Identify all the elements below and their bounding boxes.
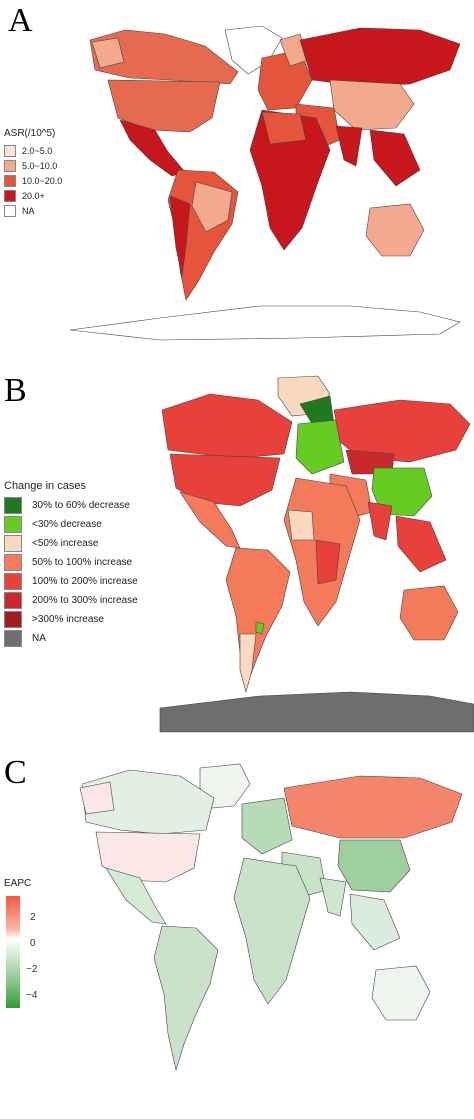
legend-label: NA — [22, 205, 35, 216]
legend-item: NA — [4, 203, 62, 218]
legend-item: >300% increase — [4, 610, 138, 629]
legend-item: 200% to 300% increase — [4, 591, 138, 610]
legend-item: 5.0~10.0 — [4, 158, 62, 173]
southeast-asia-shape — [349, 893, 401, 951]
world-map-eapc — [79, 763, 463, 1072]
canada-shape — [81, 769, 215, 835]
legend-label: <50% increase — [32, 538, 99, 549]
legend-title: ASR(/10^5) — [4, 128, 56, 139]
legend-label: 10.0~20.0 — [22, 175, 63, 186]
legend-title: EAPC — [4, 878, 32, 889]
india-shape — [367, 501, 393, 541]
legend-label: 20.0+ — [22, 190, 45, 201]
australia-shape — [371, 965, 431, 1021]
india-shape — [319, 877, 347, 917]
legend-swatch — [4, 611, 22, 628]
china-shape — [337, 839, 411, 893]
mexico-shape — [105, 867, 167, 925]
russia-shape — [333, 399, 471, 463]
canada-shape — [89, 29, 239, 85]
west-africa-shape — [287, 509, 315, 541]
legend-label: 2.0~5.0 — [22, 145, 53, 156]
brazil-shape — [191, 181, 233, 233]
russia-shape — [283, 775, 463, 839]
legend-swatch — [4, 573, 22, 590]
panel-c: C EAPC 2 0 −2 −4 — [0, 748, 474, 1119]
southeast-asia-shape — [395, 515, 447, 573]
central-africa-shape — [315, 539, 341, 585]
legend-label: >300% increase — [32, 614, 104, 625]
europe-shape — [295, 419, 345, 475]
legend-swatch — [4, 189, 16, 202]
uruguay-shape — [255, 621, 265, 635]
legend-label: 200% to 300% increase — [32, 595, 138, 606]
legend-swatch — [4, 554, 22, 571]
legend-label: 30% to 60% decrease — [32, 500, 130, 511]
andes-shape — [169, 195, 191, 277]
eapc-tick: 2 — [30, 912, 36, 923]
eapc-color-scale — [6, 896, 20, 1008]
panel-letter-c: C — [4, 754, 27, 791]
usa-shape — [95, 831, 201, 883]
australia-shape — [365, 203, 425, 257]
eapc-tick: −4 — [26, 990, 38, 1001]
alaska-shape — [79, 781, 115, 815]
alaska-shape — [91, 37, 125, 69]
legend-label: 100% to 200% increase — [32, 576, 138, 587]
legend-swatch — [4, 516, 22, 533]
china-shape — [329, 79, 415, 131]
panel-b: B Change in cases 30% to 60% decrease <3… — [0, 370, 474, 740]
legend-eapc: EAPC — [4, 878, 31, 893]
panel-letter-a: A — [8, 2, 33, 39]
legend-change: Change in cases 30% to 60% decrease <30%… — [4, 480, 138, 648]
china-shape — [371, 467, 433, 517]
south-america-shape — [225, 547, 291, 690]
panel-a: A ASR(/10^5) 2.0~5.0 5.0~10.0 — [0, 0, 474, 360]
antarctica-shape — [159, 691, 474, 733]
russia-shape — [299, 27, 461, 87]
southeast-asia-shape — [369, 129, 421, 187]
legend-swatch — [4, 174, 16, 187]
legend-swatch — [4, 144, 16, 157]
legend-swatch — [4, 204, 16, 217]
legend-swatch — [4, 535, 22, 552]
australia-shape — [399, 585, 459, 641]
legend-swatch — [4, 592, 22, 609]
north-africa-shape — [261, 111, 307, 145]
usa-shape — [169, 453, 281, 507]
legend-swatch — [4, 497, 22, 514]
world-map-asr — [69, 25, 461, 341]
legend-item: 20.0+ — [4, 188, 62, 203]
legend-item: <30% decrease — [4, 515, 138, 534]
usa-shape — [107, 79, 221, 133]
africa-shape — [233, 857, 311, 1005]
africa-shape — [249, 109, 331, 251]
legend-label: NA — [32, 633, 46, 644]
world-map-change — [159, 375, 474, 733]
eapc-tick: −2 — [26, 964, 38, 975]
legend-swatch — [4, 630, 22, 647]
legend-item: <50% increase — [4, 534, 138, 553]
legend-item: 10.0~20.0 — [4, 173, 62, 188]
southern-cone-shape — [239, 633, 257, 694]
legend-swatch — [4, 159, 16, 172]
legend-item: 30% to 60% decrease — [4, 496, 138, 515]
legend-label: 50% to 100% increase — [32, 557, 133, 568]
eapc-tick: 0 — [30, 938, 36, 949]
legend-item: 100% to 200% increase — [4, 572, 138, 591]
legend-asr: ASR(/10^5) 2.0~5.0 5.0~10.0 10.0~20.0 20… — [4, 128, 62, 218]
legend-item: 2.0~5.0 — [4, 143, 62, 158]
india-shape — [335, 125, 363, 167]
panel-letter-b: B — [4, 372, 27, 409]
antarctica-shape — [69, 305, 461, 341]
legend-title: Change in cases — [4, 480, 86, 492]
legend-item: NA — [4, 629, 138, 648]
legend-item: 50% to 100% increase — [4, 553, 138, 572]
south-america-shape — [153, 925, 219, 1072]
legend-label: 5.0~10.0 — [22, 160, 58, 171]
canada-shape — [161, 393, 293, 459]
legend-label: <30% decrease — [32, 519, 102, 530]
europe-shape — [241, 797, 293, 855]
